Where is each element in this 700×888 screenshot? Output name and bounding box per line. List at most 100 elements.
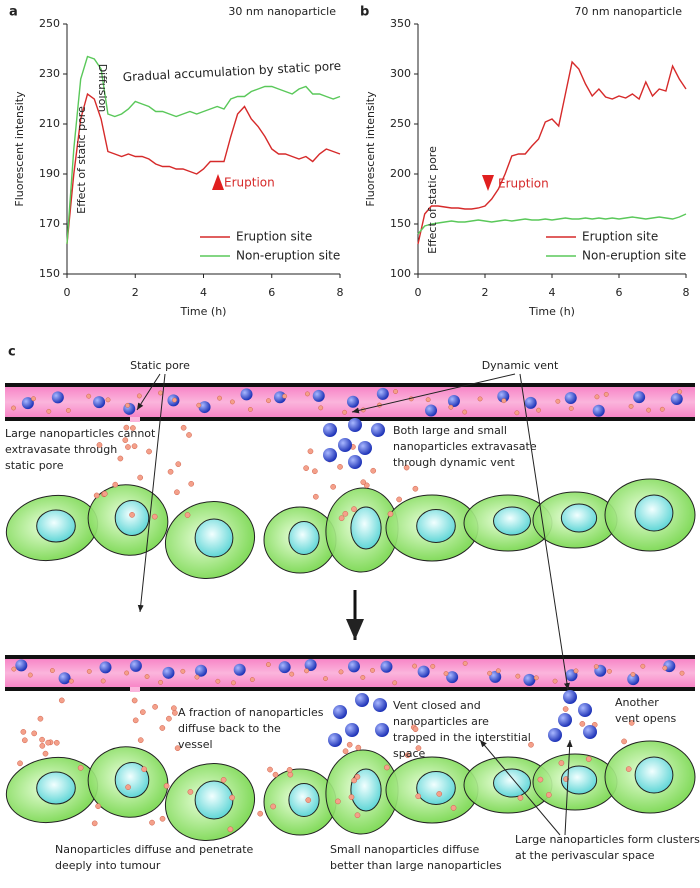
large-nanoparticle bbox=[497, 390, 510, 403]
small-nanoparticle bbox=[662, 665, 668, 671]
small-nanoparticle bbox=[257, 810, 264, 817]
small-nanoparticle bbox=[27, 672, 33, 678]
diagram-label: at the perivascular space bbox=[515, 849, 655, 862]
large-nanoparticle bbox=[312, 389, 325, 402]
large-nanoparticle bbox=[198, 401, 211, 414]
static-pore bbox=[130, 417, 140, 422]
small-nanoparticle bbox=[536, 407, 542, 413]
small-nanoparticle bbox=[184, 512, 191, 518]
large-nanoparticle bbox=[348, 455, 362, 469]
vessel bbox=[5, 657, 695, 689]
large-nanoparticle bbox=[346, 395, 359, 408]
small-nanoparticle bbox=[646, 407, 652, 413]
x-tick-label: 2 bbox=[482, 286, 489, 299]
annotation: Effect of static pore bbox=[426, 146, 439, 254]
small-nanoparticle bbox=[305, 797, 312, 803]
diagram-label: Dynamic vent bbox=[482, 359, 559, 372]
diagram-label: Small nanoparticles diffuse bbox=[330, 843, 479, 856]
small-nanoparticle bbox=[403, 464, 410, 471]
small-nanoparticle bbox=[448, 404, 454, 410]
small-nanoparticle bbox=[227, 826, 234, 833]
annotation: Diffusion bbox=[96, 64, 109, 113]
small-nanoparticle bbox=[146, 448, 152, 455]
nucleus bbox=[416, 771, 456, 805]
small-nanoparticle bbox=[303, 465, 309, 471]
small-nanoparticle bbox=[220, 777, 227, 783]
small-nanoparticle bbox=[415, 793, 422, 800]
diagram-label: space bbox=[393, 747, 426, 760]
small-nanoparticle bbox=[175, 461, 182, 467]
small-nanoparticle bbox=[39, 736, 45, 743]
small-nanoparticle bbox=[53, 739, 60, 746]
small-nanoparticle bbox=[174, 745, 181, 752]
small-nanoparticle bbox=[287, 771, 294, 778]
small-nanoparticle bbox=[139, 709, 146, 715]
large-nanoparticle bbox=[333, 705, 347, 719]
small-nanoparticle bbox=[579, 721, 586, 727]
small-nanoparticle bbox=[42, 750, 49, 757]
small-nanoparticle bbox=[555, 398, 561, 404]
small-nanoparticle bbox=[136, 393, 142, 399]
small-nanoparticle bbox=[21, 737, 28, 744]
legend-label: Non-eruption site bbox=[582, 249, 686, 263]
small-nanoparticle bbox=[158, 390, 163, 396]
x-tick-label: 4 bbox=[200, 286, 207, 299]
large-nanoparticle bbox=[425, 404, 438, 417]
small-nanoparticle bbox=[188, 480, 195, 487]
small-nanoparticle bbox=[370, 467, 377, 474]
y-tick-label: 350 bbox=[390, 17, 411, 30]
small-nanoparticle bbox=[49, 668, 55, 673]
small-nanoparticle bbox=[158, 679, 164, 685]
x-axis-label: Time (h) bbox=[180, 305, 227, 318]
x-tick-label: 2 bbox=[132, 286, 139, 299]
small-nanoparticle bbox=[167, 468, 174, 475]
large-nanoparticle bbox=[129, 659, 142, 672]
small-nanoparticle bbox=[282, 393, 288, 399]
small-nanoparticle bbox=[487, 670, 493, 676]
small-nanoparticle bbox=[159, 815, 166, 822]
y-axis-label: Fluorescent intensity bbox=[364, 91, 377, 207]
nucleus bbox=[288, 783, 320, 817]
nucleus bbox=[416, 509, 456, 543]
small-nanoparticle bbox=[370, 667, 375, 673]
x-tick-label: 0 bbox=[415, 286, 422, 299]
small-nanoparticle bbox=[342, 510, 349, 517]
small-nanoparticle bbox=[337, 463, 343, 470]
x-tick-label: 4 bbox=[549, 286, 556, 299]
panel-label: c bbox=[8, 345, 16, 360]
large-nanoparticle bbox=[21, 397, 34, 410]
diagram-label: better than large nanoparticles bbox=[330, 859, 502, 872]
diagram-label: Vent closed and bbox=[393, 699, 481, 712]
small-nanoparticle bbox=[131, 443, 138, 450]
small-nanoparticle bbox=[265, 662, 271, 667]
small-nanoparticle bbox=[270, 803, 277, 810]
y-tick-label: 150 bbox=[390, 217, 411, 230]
large-nanoparticle bbox=[564, 392, 577, 405]
small-nanoparticle bbox=[20, 729, 27, 735]
small-nanoparticle bbox=[348, 794, 355, 800]
nucleus bbox=[560, 503, 598, 533]
small-nanoparticle bbox=[151, 513, 158, 520]
pointer bbox=[564, 739, 573, 836]
large-nanoparticle bbox=[328, 733, 342, 747]
small-nanoparticle bbox=[77, 764, 84, 771]
small-nanoparticle bbox=[537, 776, 544, 783]
small-nanoparticle bbox=[129, 512, 135, 518]
small-nanoparticle bbox=[338, 669, 344, 675]
small-nanoparticle bbox=[430, 663, 436, 669]
small-nanoparticle bbox=[533, 675, 539, 681]
small-nanoparticle bbox=[149, 819, 155, 826]
small-nanoparticle bbox=[131, 697, 138, 704]
y-tick-label: 150 bbox=[39, 267, 60, 280]
annotation: Effect of static pore bbox=[75, 106, 88, 214]
small-nanoparticle bbox=[363, 482, 370, 489]
nucleus bbox=[288, 521, 320, 555]
small-nanoparticle bbox=[194, 674, 200, 680]
chart-title: 30 nm nanoparticle bbox=[228, 5, 336, 18]
small-nanoparticle bbox=[196, 402, 202, 408]
eruption-marker bbox=[482, 175, 494, 191]
small-nanoparticle bbox=[289, 671, 295, 677]
large-nanoparticle bbox=[447, 394, 460, 407]
large-nanoparticle bbox=[583, 725, 597, 739]
